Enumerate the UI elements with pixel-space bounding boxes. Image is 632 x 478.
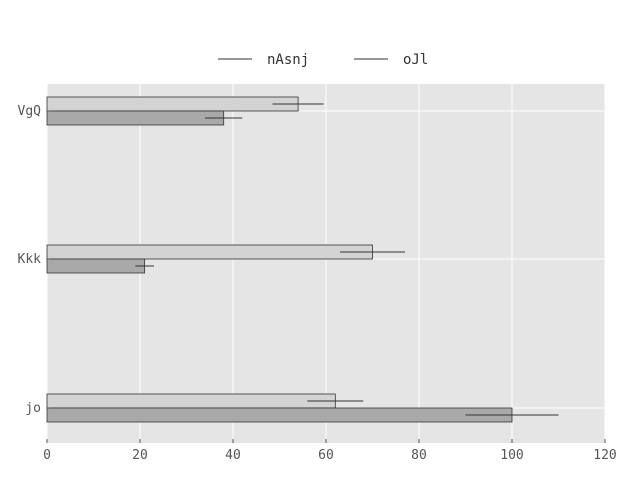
bar-nAsnj-Kkk [46,244,373,260]
legend: nAsnj oJl [218,52,428,68]
x-tick-label-3: 60 [318,448,334,463]
x-tick-label-5: 100 [500,448,523,463]
legend-label-oJl: oJl [403,52,428,68]
x-tick-label-1: 20 [132,448,148,463]
x-tick-label-4: 80 [411,448,427,463]
x-tick-label-0: 0 [43,448,51,463]
y-tick-label-0: VgQ [18,104,42,119]
bars [46,96,513,423]
legend-label-nAsnj: nAsnj [267,52,309,68]
x-axis-ticks: 0 20 40 60 80 100 120 [43,439,617,463]
error-bars [135,103,559,416]
bar-oJl-Kkk [46,258,146,274]
x-tick-label-2: 40 [225,448,241,463]
x-tick-label-6: 120 [593,448,616,463]
y-tick-label-2: jo [25,401,41,416]
bar-oJl-VgQ [46,110,225,126]
bar-oJl-jo [46,407,513,423]
y-tick-label-1: Kkk [18,252,42,267]
y-axis-ticks: VgQ Kkk jo [18,104,51,416]
bar-nAsnj-jo [46,393,336,409]
bar-nAsnj-VgQ [46,96,299,112]
